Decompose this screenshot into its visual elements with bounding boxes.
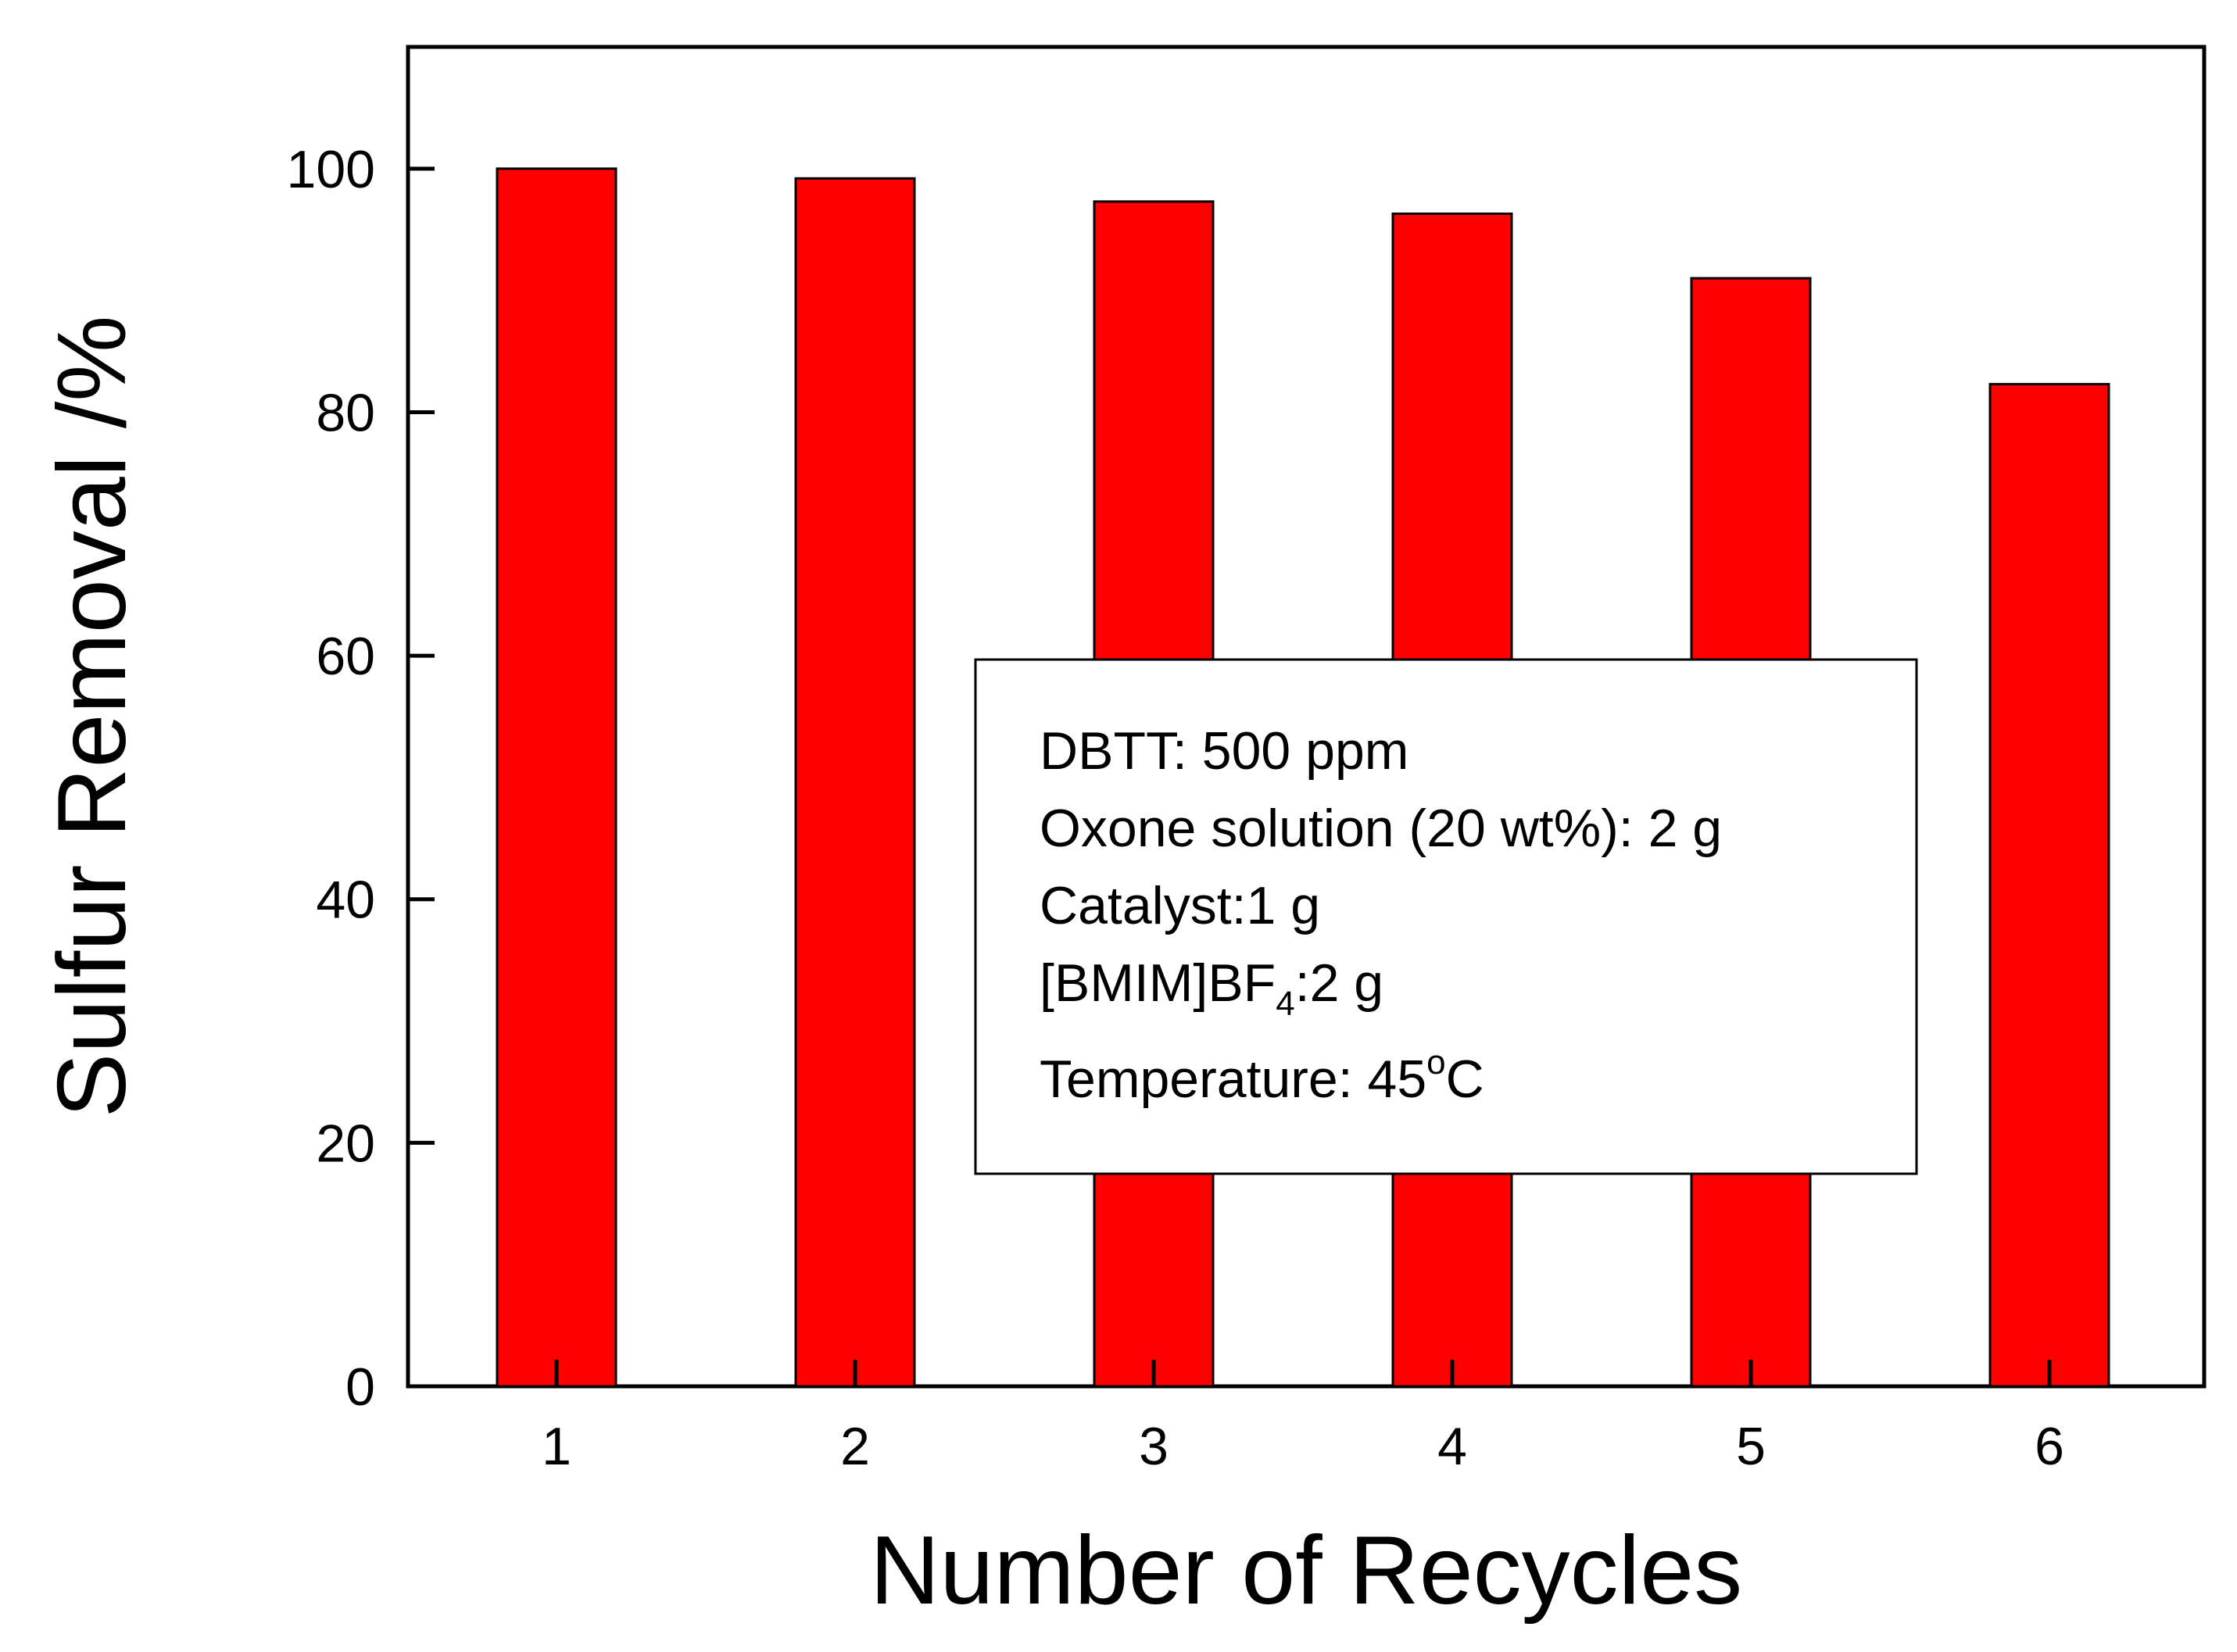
- annotation-line-4-rest: :2 g: [1295, 953, 1383, 1013]
- annotation-line-4-subscript: 4: [1276, 985, 1294, 1023]
- y-tick-label: 20: [316, 1114, 375, 1173]
- annotation-line-4-main: [BMIM]BF: [1040, 953, 1276, 1013]
- annotation-line-5-rest: C: [1446, 1049, 1484, 1109]
- y-tick-label: 100: [287, 140, 375, 199]
- x-tick-label: 1: [542, 1417, 571, 1476]
- x-tick-label: 3: [1139, 1417, 1169, 1476]
- y-tick-label: 0: [345, 1357, 375, 1417]
- bar-cycle-2: [794, 177, 916, 1388]
- bar-cycle-1: [496, 167, 617, 1388]
- annotation-line-5: Temperature: 45oC: [1040, 1043, 1484, 1109]
- y-tick-label: 60: [316, 627, 375, 686]
- x-tick-label: 4: [1437, 1417, 1467, 1476]
- bar-cycle-6: [1988, 383, 2110, 1388]
- annotation-line-2: Oxone solution (20 wt%): 2 g: [1040, 799, 1722, 858]
- annotation-line-5-main: Temperature: 45: [1040, 1049, 1426, 1109]
- x-tick-label: 5: [1736, 1417, 1766, 1476]
- annotation-frame: [974, 658, 1918, 1175]
- annotation-box: DBTT: 500 ppm Oxone solution (20 wt%): 2…: [974, 658, 1918, 1175]
- plot-frame: [406, 45, 2207, 1389]
- x-tick-label: 2: [840, 1417, 870, 1476]
- annotation-line-1: DBTT: 500 ppm: [1040, 721, 1408, 781]
- x-tick-label: 6: [2035, 1417, 2064, 1476]
- x-axis-title: Number of Recycles: [870, 1517, 1742, 1625]
- annotation-line-3: Catalyst:1 g: [1040, 876, 1320, 935]
- y-axis-title: Sulfur Removal /%: [38, 316, 146, 1118]
- y-tick-label: 40: [316, 871, 375, 930]
- annotation-line-4: [BMIM]BF4:2 g: [1040, 953, 1383, 1023]
- y-tick-label: 80: [316, 383, 375, 442]
- annotation-line-5-superscript: o: [1426, 1043, 1445, 1082]
